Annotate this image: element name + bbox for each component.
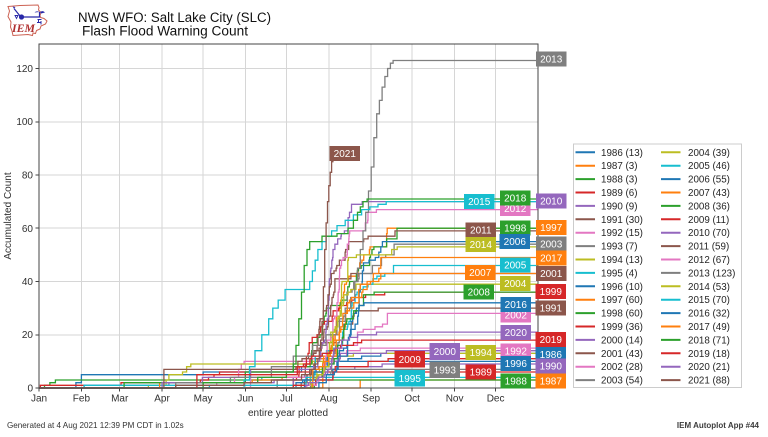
svg-text:2015 (70): 2015 (70) <box>688 295 730 306</box>
svg-text:60: 60 <box>22 224 34 235</box>
svg-text:2018: 2018 <box>504 194 527 205</box>
svg-text:1990: 1990 <box>540 362 563 373</box>
svg-text:2019 (18): 2019 (18) <box>688 349 730 360</box>
svg-text:Aug: Aug <box>320 394 338 405</box>
svg-text:Feb: Feb <box>73 394 91 405</box>
svg-text:2014: 2014 <box>470 240 493 251</box>
svg-text:2000 (14): 2000 (14) <box>601 335 643 346</box>
svg-text:Mar: Mar <box>111 394 129 405</box>
svg-text:1997: 1997 <box>540 223 563 234</box>
svg-text:Nov: Nov <box>446 394 464 405</box>
svg-text:1988: 1988 <box>505 377 528 388</box>
svg-text:1999 (36): 1999 (36) <box>601 322 643 333</box>
svg-text:2011 (59): 2011 (59) <box>688 242 729 253</box>
svg-text:40: 40 <box>22 277 34 288</box>
svg-text:1986 (13): 1986 (13) <box>601 148 643 159</box>
svg-text:2006 (55): 2006 (55) <box>688 175 730 186</box>
svg-text:2002: 2002 <box>505 311 528 322</box>
svg-text:2011: 2011 <box>470 226 492 237</box>
svg-text:Jan: Jan <box>31 394 47 405</box>
svg-text:2009 (11): 2009 (11) <box>688 215 729 226</box>
svg-text:2016 (32): 2016 (32) <box>688 309 730 320</box>
svg-text:2018 (71): 2018 (71) <box>688 335 730 346</box>
svg-text:2013 (123): 2013 (123) <box>688 268 735 279</box>
svg-text:NWS WFO: Salt Lake City (SLC): NWS WFO: Salt Lake City (SLC) <box>78 10 271 25</box>
svg-text:2017: 2017 <box>540 254 563 265</box>
svg-text:entire year plotted: entire year plotted <box>248 408 328 419</box>
svg-text:1995 (4): 1995 (4) <box>601 268 638 279</box>
svg-text:2000: 2000 <box>434 347 457 358</box>
svg-text:1991 (30): 1991 (30) <box>601 215 643 226</box>
svg-text:2004: 2004 <box>504 279 527 290</box>
svg-text:1988 (3): 1988 (3) <box>601 175 638 186</box>
svg-text:May: May <box>194 394 213 405</box>
svg-text:2004 (39): 2004 (39) <box>688 148 730 159</box>
svg-text:1992 (15): 1992 (15) <box>601 228 643 239</box>
svg-text:2014 (53): 2014 (53) <box>688 282 730 293</box>
svg-text:2008 (36): 2008 (36) <box>688 201 730 212</box>
svg-text:1990 (9): 1990 (9) <box>601 201 638 212</box>
svg-text:2016: 2016 <box>505 300 528 311</box>
svg-text:1999: 1999 <box>540 287 563 298</box>
svg-text:2009: 2009 <box>399 355 422 366</box>
svg-text:1995: 1995 <box>399 374 422 385</box>
svg-text:2002 (28): 2002 (28) <box>601 362 643 373</box>
svg-text:Generated at 4 Aug 2021 12:39: Generated at 4 Aug 2021 12:39 PM CDT in … <box>7 421 184 430</box>
svg-text:2010: 2010 <box>540 197 563 208</box>
svg-text:1989 (6): 1989 (6) <box>601 188 638 199</box>
svg-text:1992: 1992 <box>505 347 528 358</box>
svg-text:1998 (60): 1998 (60) <box>601 309 643 320</box>
svg-text:Dec: Dec <box>487 394 505 405</box>
svg-text:1993: 1993 <box>434 365 457 376</box>
svg-text:2001: 2001 <box>540 269 563 280</box>
svg-text:1991: 1991 <box>540 304 563 315</box>
svg-text:1996: 1996 <box>505 359 528 370</box>
svg-text:2013: 2013 <box>540 55 563 66</box>
svg-text:0: 0 <box>27 384 33 395</box>
svg-text:Sep: Sep <box>362 394 380 405</box>
svg-text:2001 (43): 2001 (43) <box>601 349 643 360</box>
svg-text:1987: 1987 <box>540 377 563 388</box>
svg-text:2003 (54): 2003 (54) <box>601 376 643 387</box>
svg-text:Jul: Jul <box>280 394 293 405</box>
svg-text:Accumulated Count: Accumulated Count <box>3 172 14 259</box>
svg-text:Jun: Jun <box>237 394 253 405</box>
svg-text:2005 (46): 2005 (46) <box>688 161 730 172</box>
svg-text:1998: 1998 <box>504 224 527 235</box>
svg-text:Flash Flood Warning Count: Flash Flood Warning Count <box>82 24 248 39</box>
svg-text:Apr: Apr <box>154 394 170 405</box>
svg-text:1987 (3): 1987 (3) <box>601 161 638 172</box>
svg-text:2019: 2019 <box>540 335 563 346</box>
svg-text:2007 (43): 2007 (43) <box>688 188 730 199</box>
svg-text:2012 (67): 2012 (67) <box>688 255 730 266</box>
svg-text:1986: 1986 <box>540 350 563 361</box>
svg-text:2021: 2021 <box>334 149 357 160</box>
svg-text:2021 (88): 2021 (88) <box>688 376 730 387</box>
svg-text:2020 (21): 2020 (21) <box>688 362 730 373</box>
svg-text:1994 (13): 1994 (13) <box>601 255 643 266</box>
svg-text:1996 (10): 1996 (10) <box>601 282 643 293</box>
svg-text:2010 (70): 2010 (70) <box>688 228 730 239</box>
svg-text:2012: 2012 <box>504 204 527 215</box>
svg-text:20: 20 <box>22 330 34 341</box>
svg-text:2003: 2003 <box>540 240 563 251</box>
svg-text:120: 120 <box>16 64 33 75</box>
svg-text:80: 80 <box>22 171 34 182</box>
svg-text:Oct: Oct <box>404 394 420 405</box>
svg-text:IEM Autoplot App #44: IEM Autoplot App #44 <box>677 421 760 430</box>
svg-text:2017 (49): 2017 (49) <box>688 322 730 333</box>
svg-text:2015: 2015 <box>468 197 491 208</box>
svg-text:1997 (60): 1997 (60) <box>601 295 643 306</box>
svg-text:2007: 2007 <box>469 268 492 279</box>
svg-text:2005: 2005 <box>504 261 527 272</box>
svg-text:IEM: IEM <box>11 21 35 35</box>
svg-text:2008: 2008 <box>468 288 491 299</box>
svg-text:2020: 2020 <box>505 328 528 339</box>
svg-text:2006: 2006 <box>504 237 527 248</box>
svg-text:1994: 1994 <box>470 348 493 359</box>
svg-text:1989: 1989 <box>470 368 493 379</box>
svg-text:100: 100 <box>16 117 33 128</box>
svg-text:1993 (7): 1993 (7) <box>601 242 638 253</box>
